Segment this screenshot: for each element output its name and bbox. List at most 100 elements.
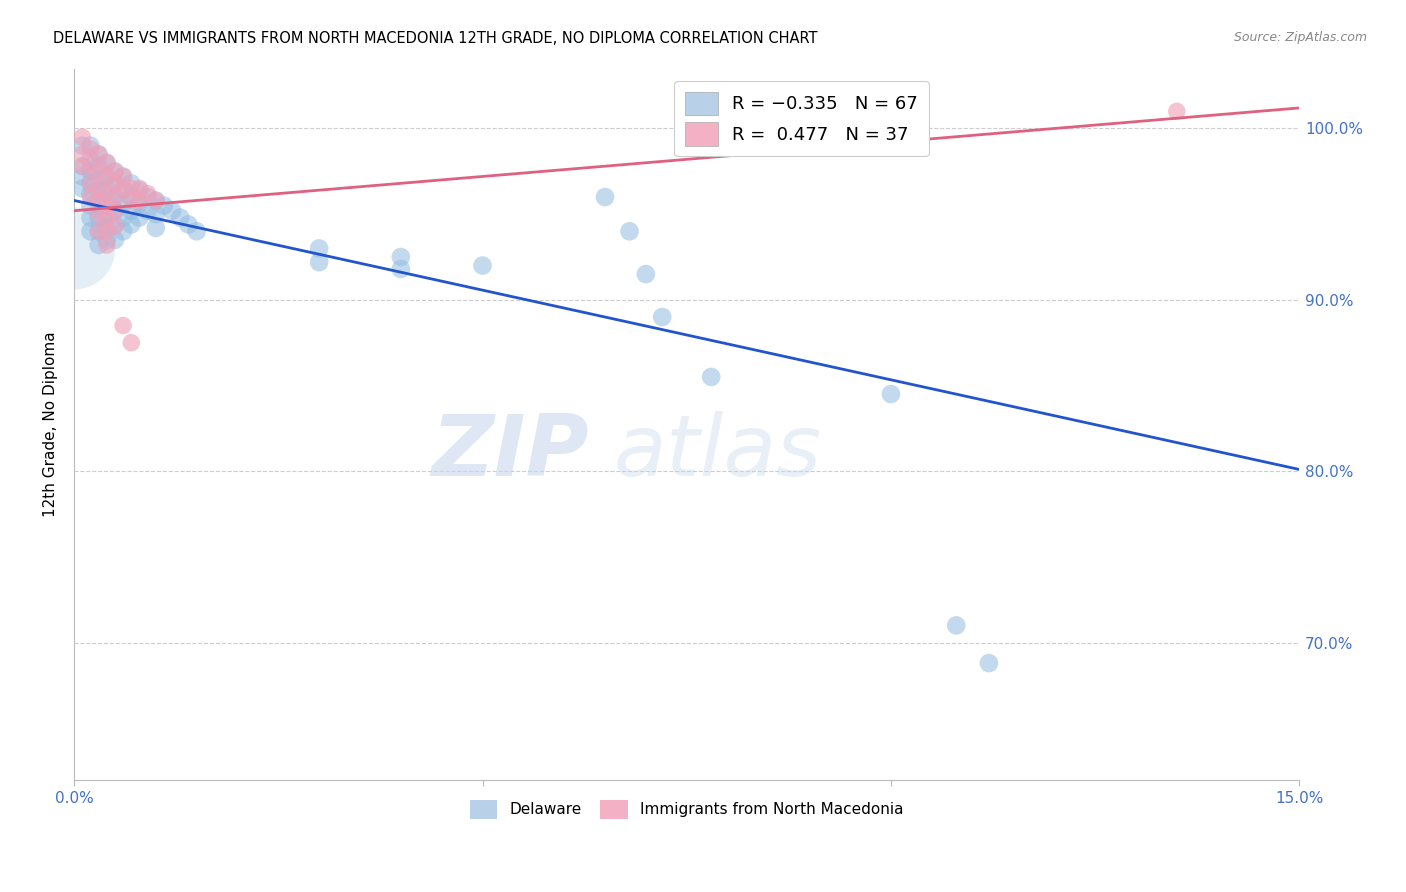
Point bbox=[700, 370, 723, 384]
Point bbox=[145, 220, 167, 235]
Point bbox=[87, 207, 110, 221]
Point bbox=[112, 318, 135, 333]
Point bbox=[389, 250, 412, 264]
Point bbox=[79, 190, 101, 204]
Point bbox=[128, 194, 150, 208]
Point bbox=[177, 218, 200, 232]
Point bbox=[619, 224, 641, 238]
Point bbox=[104, 177, 127, 191]
Point bbox=[128, 181, 150, 195]
Point bbox=[128, 197, 150, 211]
Point bbox=[169, 211, 191, 225]
Point bbox=[96, 207, 118, 221]
Point bbox=[104, 218, 127, 232]
Point bbox=[96, 155, 118, 169]
Point bbox=[112, 181, 135, 195]
Point bbox=[104, 190, 127, 204]
Point bbox=[104, 203, 127, 218]
Point bbox=[72, 159, 94, 173]
Point bbox=[87, 224, 110, 238]
Point bbox=[96, 211, 118, 225]
Point bbox=[104, 164, 127, 178]
Text: Source: ZipAtlas.com: Source: ZipAtlas.com bbox=[1233, 31, 1367, 45]
Legend: Delaware, Immigrants from North Macedonia: Delaware, Immigrants from North Macedoni… bbox=[464, 794, 910, 825]
Point bbox=[72, 181, 94, 195]
Point bbox=[120, 177, 142, 191]
Point bbox=[471, 259, 494, 273]
Point bbox=[104, 190, 127, 204]
Point bbox=[79, 186, 101, 201]
Point bbox=[136, 190, 159, 204]
Point bbox=[634, 267, 657, 281]
Point bbox=[112, 197, 135, 211]
Point bbox=[72, 159, 94, 173]
Point bbox=[593, 190, 616, 204]
Point bbox=[651, 310, 673, 324]
Point bbox=[79, 138, 101, 153]
Point bbox=[120, 203, 142, 218]
Point bbox=[87, 147, 110, 161]
Point bbox=[87, 185, 110, 199]
Point bbox=[96, 224, 118, 238]
Point bbox=[112, 169, 135, 184]
Point bbox=[308, 242, 330, 256]
Point bbox=[112, 224, 135, 238]
Point bbox=[87, 224, 110, 238]
Point bbox=[79, 198, 101, 212]
Point bbox=[87, 159, 110, 173]
Point bbox=[145, 207, 167, 221]
Point bbox=[977, 656, 1000, 670]
Point bbox=[79, 224, 101, 238]
Point bbox=[120, 335, 142, 350]
Point bbox=[79, 159, 101, 173]
Point bbox=[145, 194, 167, 208]
Point bbox=[96, 186, 118, 201]
Point bbox=[79, 153, 101, 167]
Y-axis label: 12th Grade, No Diploma: 12th Grade, No Diploma bbox=[44, 331, 58, 516]
Text: atlas: atlas bbox=[613, 411, 821, 494]
Point bbox=[87, 198, 110, 212]
Point bbox=[136, 186, 159, 201]
Point bbox=[96, 238, 118, 252]
Point bbox=[87, 238, 110, 252]
Point bbox=[136, 203, 159, 218]
Point bbox=[104, 203, 127, 218]
Point bbox=[104, 219, 127, 234]
Point bbox=[87, 164, 110, 178]
Point bbox=[128, 183, 150, 197]
Point bbox=[945, 618, 967, 632]
Point bbox=[87, 194, 110, 208]
Point bbox=[186, 224, 208, 238]
Point bbox=[79, 177, 101, 191]
Point bbox=[96, 198, 118, 212]
Point bbox=[120, 218, 142, 232]
Point bbox=[96, 169, 118, 184]
Point bbox=[104, 164, 127, 178]
Point bbox=[79, 142, 101, 156]
Point bbox=[1166, 104, 1188, 119]
Point bbox=[96, 233, 118, 247]
Point bbox=[153, 198, 176, 212]
Point bbox=[104, 177, 127, 191]
Point bbox=[112, 169, 135, 184]
Point bbox=[72, 147, 94, 161]
Point bbox=[96, 194, 118, 208]
Point bbox=[87, 147, 110, 161]
Point bbox=[87, 173, 110, 187]
Point bbox=[120, 194, 142, 208]
Point bbox=[79, 177, 101, 191]
Text: DELAWARE VS IMMIGRANTS FROM NORTH MACEDONIA 12TH GRADE, NO DIPLOMA CORRELATION C: DELAWARE VS IMMIGRANTS FROM NORTH MACEDO… bbox=[53, 31, 818, 46]
Point bbox=[96, 181, 118, 195]
Point bbox=[104, 233, 127, 247]
Point bbox=[112, 183, 135, 197]
Point bbox=[880, 387, 903, 401]
Text: ZIP: ZIP bbox=[432, 411, 589, 494]
Point bbox=[63, 242, 86, 256]
Point bbox=[72, 169, 94, 184]
Point bbox=[308, 255, 330, 269]
Point bbox=[96, 169, 118, 184]
Point bbox=[72, 138, 94, 153]
Point bbox=[72, 130, 94, 145]
Point bbox=[128, 211, 150, 225]
Point bbox=[87, 181, 110, 195]
